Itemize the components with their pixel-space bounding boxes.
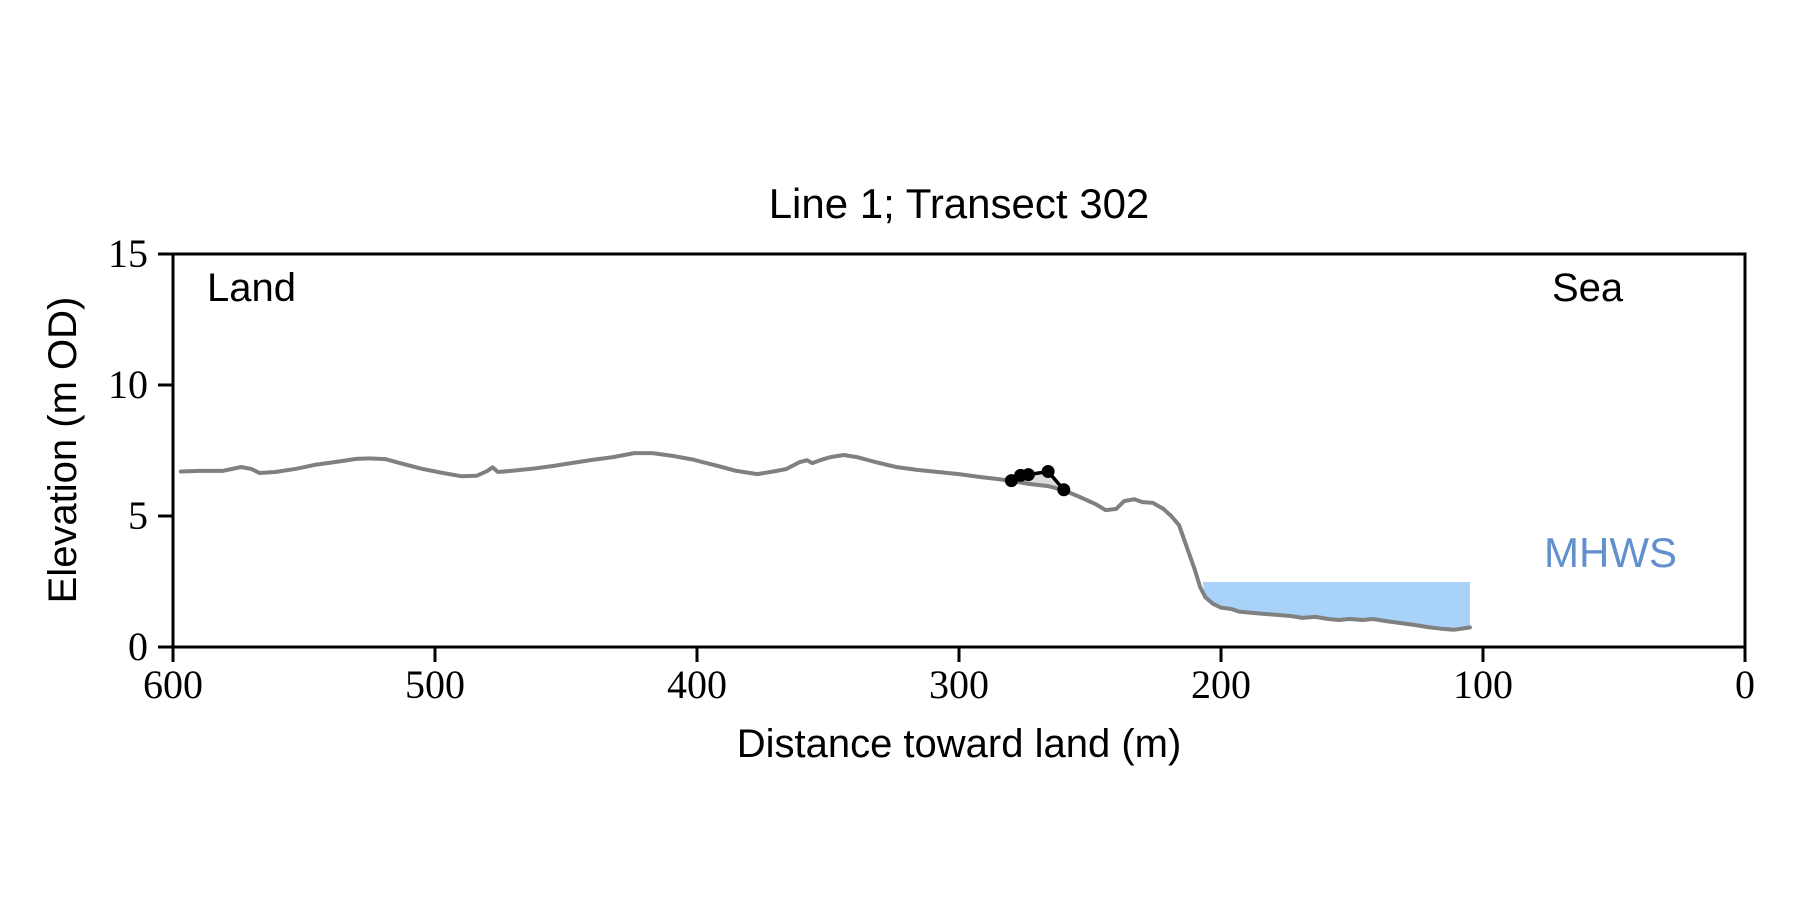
- x-tick-label: 600: [143, 662, 203, 707]
- y-tick-label: 5: [128, 493, 148, 538]
- chart-title: Line 1; Transect 302: [768, 180, 1150, 227]
- defence-point-marker: [1057, 483, 1071, 497]
- sea-annotation: Sea: [1552, 266, 1624, 310]
- defence-point-marker: [1021, 468, 1035, 482]
- x-tick-label: 300: [929, 662, 989, 707]
- x-axis-label: Distance toward land (m): [736, 722, 1182, 766]
- mhws-water-fill: [1202, 582, 1470, 630]
- x-tick-label: 0: [1735, 662, 1755, 707]
- y-tick-label: 0: [128, 624, 148, 669]
- x-tick-label: 500: [405, 662, 465, 707]
- x-tick-label: 200: [1191, 662, 1251, 707]
- land-annotation: Land: [207, 266, 296, 310]
- defence-point-marker: [1041, 465, 1055, 478]
- mhws-label: MHWS: [1544, 529, 1677, 576]
- y-tick-label: 15: [108, 231, 148, 276]
- x-tick-label: 100: [1453, 662, 1513, 707]
- y-tick-label: 10: [108, 362, 148, 407]
- y-axis-label: Elevation (m OD): [41, 296, 85, 604]
- axes-box: [171, 252, 1747, 649]
- x-tick-label: 400: [667, 662, 727, 707]
- ground-profile-line: [178, 451, 1472, 632]
